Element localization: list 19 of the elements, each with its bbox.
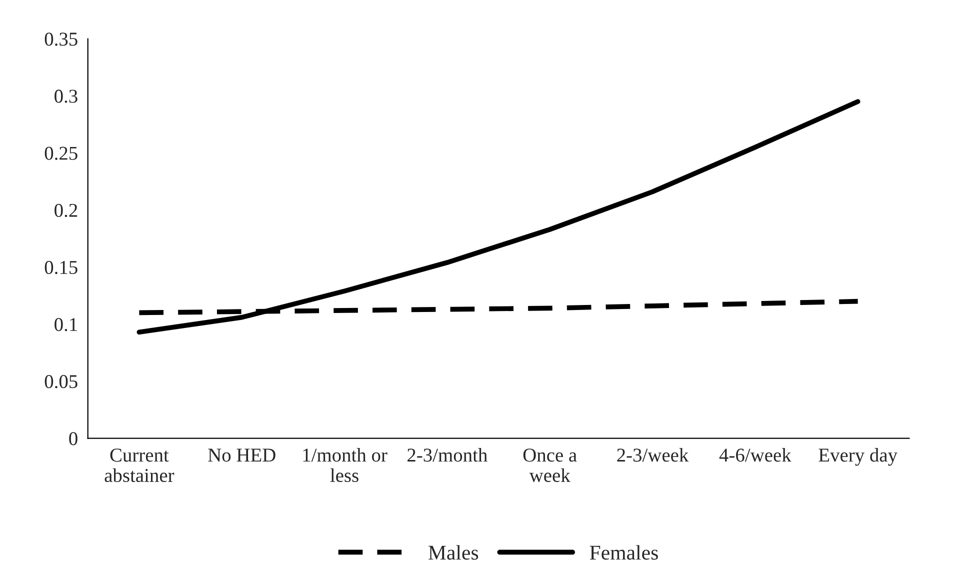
y-tick-label: 0.05: [44, 375, 78, 388]
y-tick-label: 0.25: [44, 146, 78, 160]
x-tick-label: 2-3/month: [408, 448, 488, 462]
legend-label: Females: [590, 545, 658, 560]
x-tick-label: Once a week: [523, 448, 577, 482]
x-tick-label: Every day: [818, 448, 898, 466]
x-tick-label: 4-6/week: [719, 448, 792, 462]
x-tick-label: 2-3/week: [617, 448, 689, 462]
y-tick-label: 0.3: [54, 90, 78, 103]
y-tick-label: 0: [69, 432, 78, 446]
legend-label: Males: [428, 545, 478, 560]
y-tick-label: 0.2: [54, 204, 78, 218]
line-series: [136, 99, 860, 335]
y-tick-label: 0.35: [44, 32, 78, 46]
x-tick-label: Current abstainer: [104, 448, 174, 482]
x-tick-label: No HED: [208, 448, 276, 462]
x-tick-label: 1/month or less: [303, 448, 388, 482]
y-tick-label: 0.1: [54, 318, 77, 332]
y-tick-label: 0.15: [44, 260, 78, 274]
